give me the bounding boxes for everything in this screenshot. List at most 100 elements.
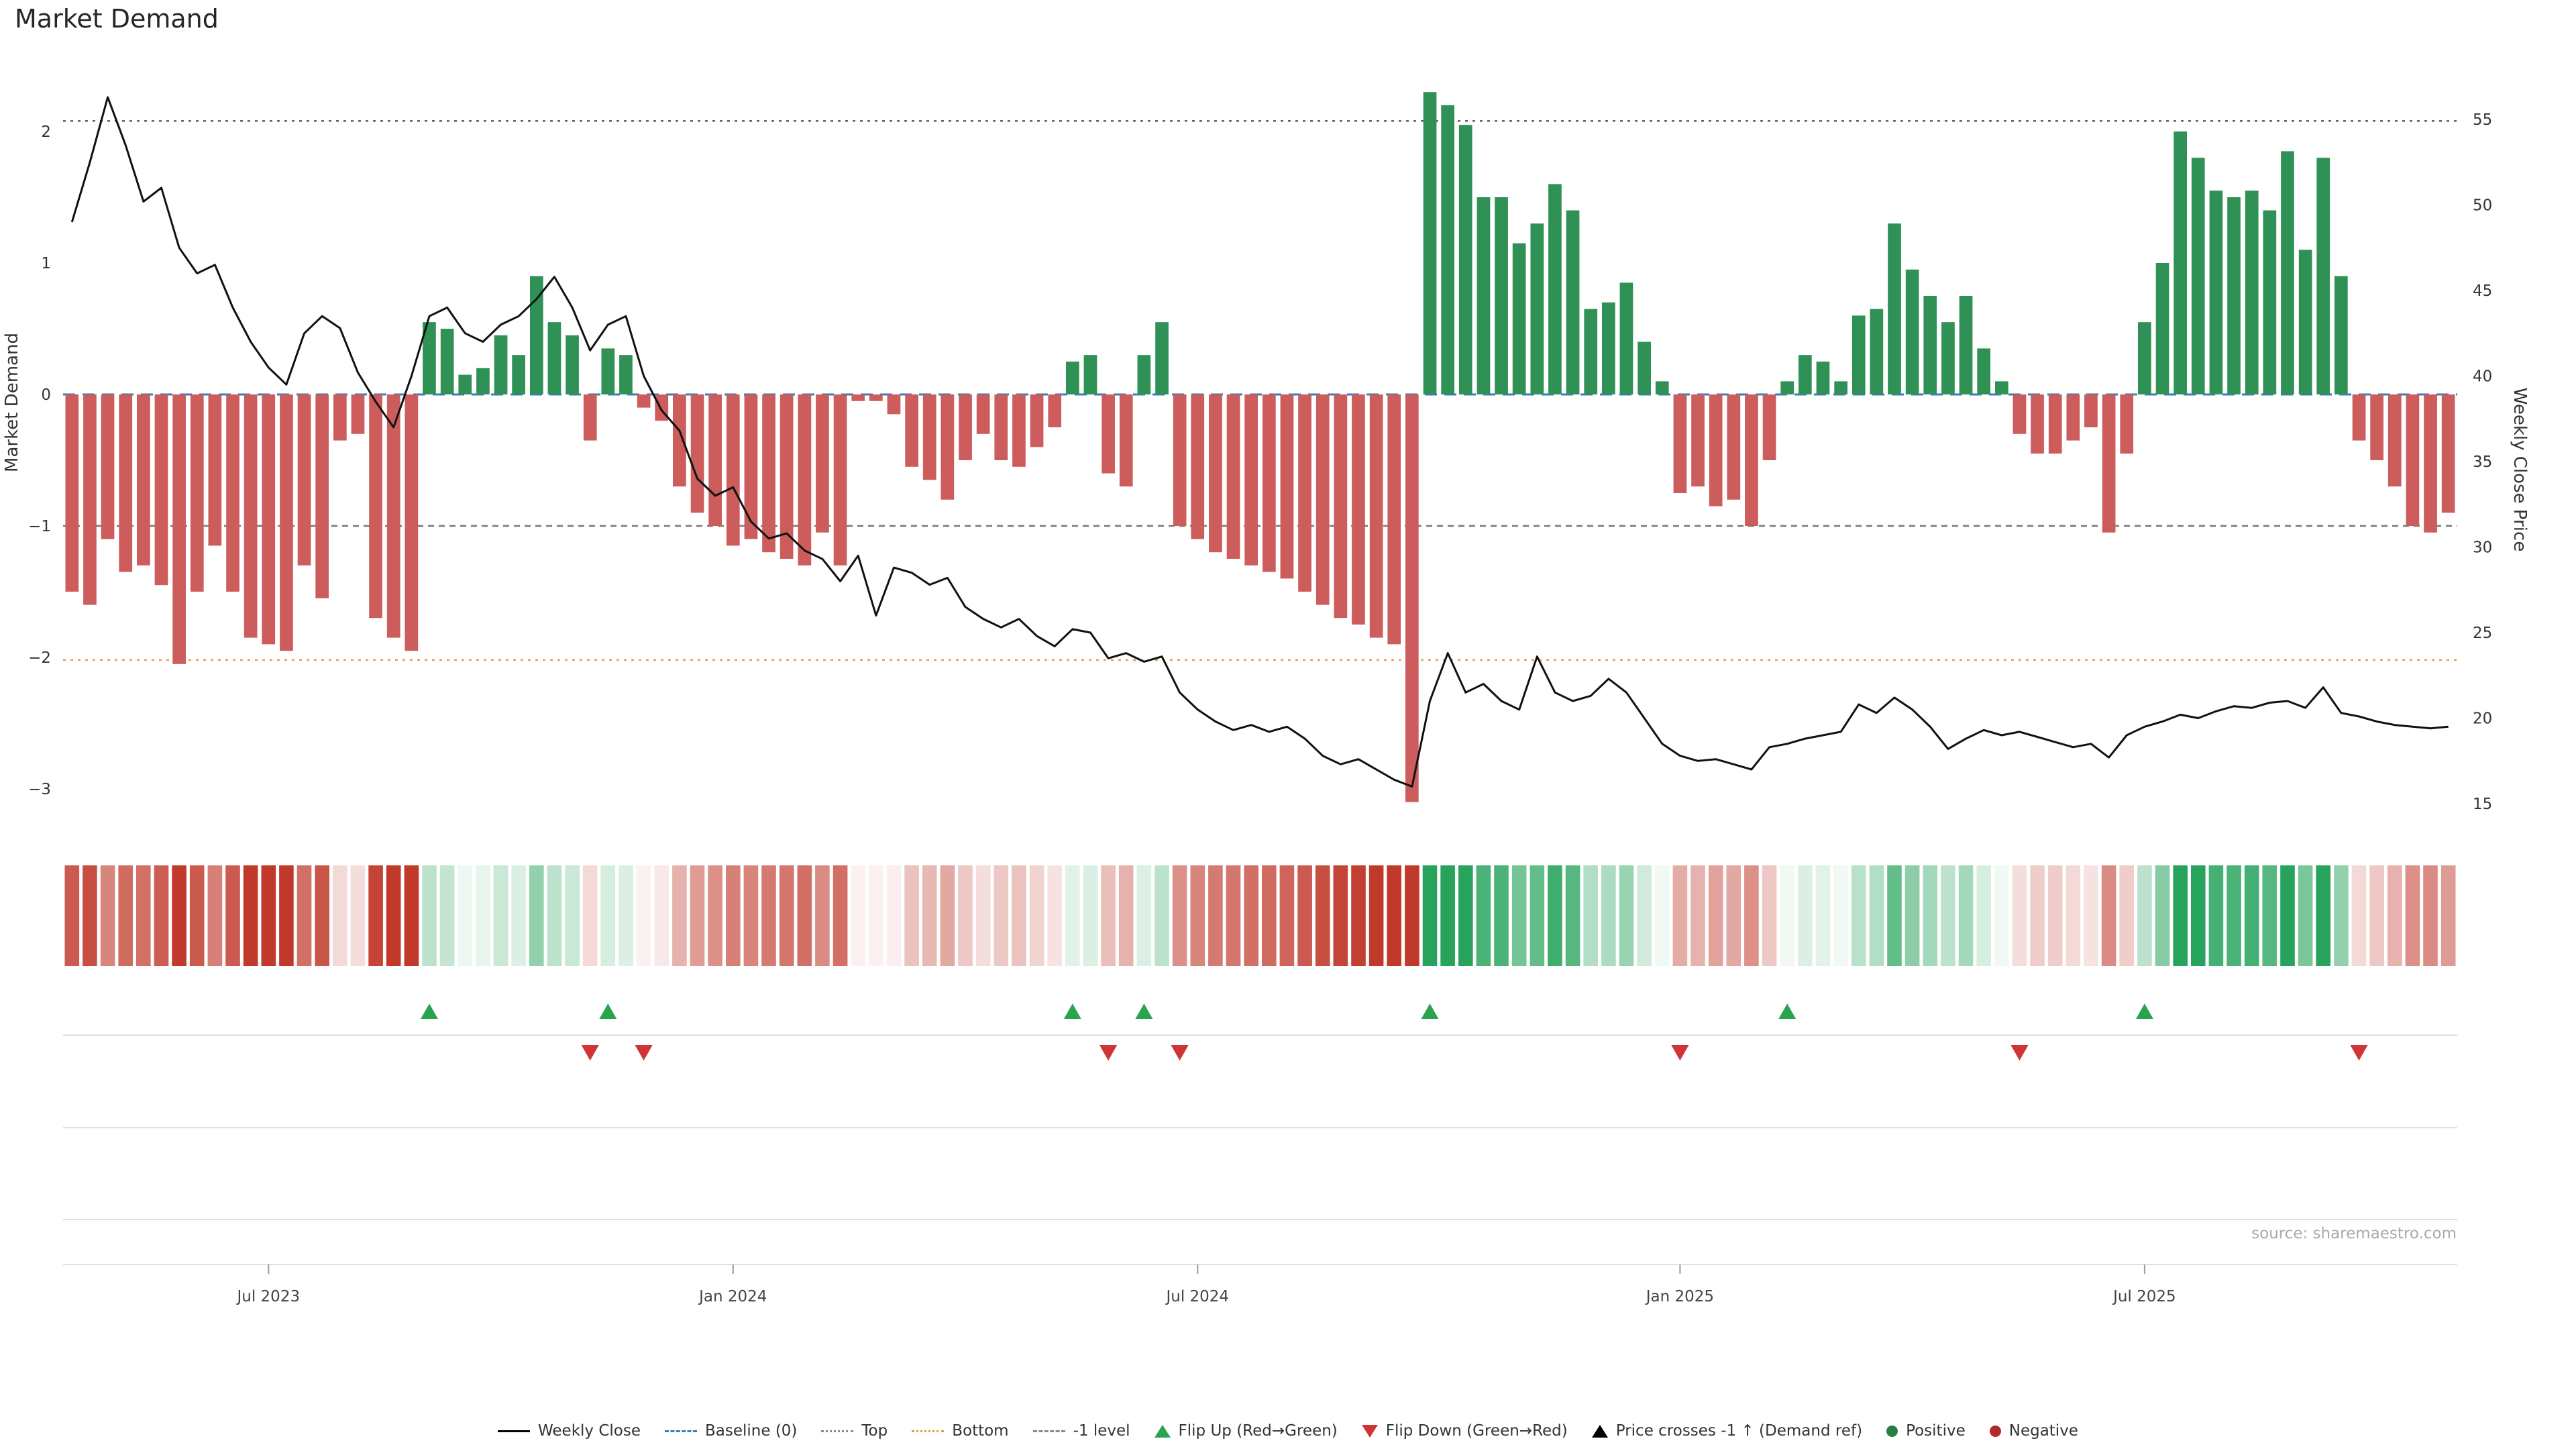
demand-bar xyxy=(1066,362,1079,394)
heatmap-cell xyxy=(315,865,329,966)
flip-up-marker xyxy=(1135,1004,1153,1019)
demand-bar xyxy=(154,394,168,586)
legend-item: Positive xyxy=(1886,1422,1966,1440)
demand-bar xyxy=(172,394,186,664)
flip-up-marker xyxy=(1421,1004,1439,1019)
right-axis-tick-label: 15 xyxy=(2473,796,2492,813)
demand-bar xyxy=(833,394,847,566)
right-axis-tick-label: 35 xyxy=(2473,453,2492,471)
demand-bar xyxy=(2441,394,2455,513)
demand-bar xyxy=(2120,394,2134,454)
chart-legend: Weekly Close Baseline (0) Top Bottom -1 leve… xyxy=(0,1422,2576,1440)
legend-item: Flip Up (Red→Green) xyxy=(1154,1422,1338,1440)
right-axis-tick-label: 20 xyxy=(2473,710,2492,728)
flip-down-marker xyxy=(1671,1045,1689,1061)
demand-bar xyxy=(619,355,633,394)
legend-item: Baseline (0) xyxy=(665,1422,797,1440)
demand-bar xyxy=(2191,158,2205,394)
demand-bar xyxy=(2155,263,2169,394)
flip-down-marker xyxy=(1099,1045,1118,1061)
demand-bar xyxy=(440,329,454,394)
right-axis-tick-label: 55 xyxy=(2473,111,2492,129)
heatmap-cell xyxy=(476,865,490,966)
demand-bar xyxy=(2048,394,2062,454)
heatmap-cell xyxy=(2280,865,2295,966)
heatmap-cell xyxy=(1226,865,1241,966)
demand-bar xyxy=(512,355,525,394)
demand-bar xyxy=(726,394,740,546)
x-axis-tick-label: Jul 2023 xyxy=(235,1288,300,1305)
legend-label: Price crosses -1 ↑ (Demand ref) xyxy=(1615,1422,1863,1440)
demand-bar xyxy=(905,394,918,467)
demand-bar xyxy=(244,394,258,638)
flip-up-marker xyxy=(1778,1004,1796,1019)
heatmap-cell xyxy=(958,865,973,966)
demand-bar xyxy=(922,394,936,480)
legend-item: -1 level xyxy=(1032,1422,1130,1440)
legend-label: Bottom xyxy=(952,1422,1009,1440)
heatmap-cell xyxy=(1208,865,1223,966)
demand-bar xyxy=(458,374,472,394)
demand-bar xyxy=(1352,394,1365,625)
heatmap-cell xyxy=(815,865,830,966)
heatmap-cell xyxy=(493,865,508,966)
legend-item: Weekly Close xyxy=(498,1422,641,1440)
demand-bar xyxy=(1762,394,1776,460)
flip-up-marker xyxy=(2135,1004,2153,1019)
demand-bar xyxy=(1780,381,1794,394)
demand-bar xyxy=(1030,394,1044,447)
heatmap-cell xyxy=(511,865,526,966)
heatmap-cell xyxy=(851,865,865,966)
demand-bar xyxy=(1834,381,1847,394)
heatmap-cell xyxy=(1815,865,1831,966)
demand-bar xyxy=(2406,394,2420,526)
right-axis-tick-label: 25 xyxy=(2473,625,2492,642)
demand-bar xyxy=(1280,394,1294,579)
heatmap-cell xyxy=(1012,865,1026,966)
heatmap-cell xyxy=(439,865,455,966)
left-axis-tick-label: 2 xyxy=(41,123,51,141)
heatmap-cell xyxy=(404,865,419,966)
heatmap-cell xyxy=(2244,865,2259,966)
line-swatch-icon xyxy=(665,1430,697,1432)
heatmap-cell xyxy=(1923,865,1938,966)
heatmap-cell xyxy=(2173,865,2188,966)
demand-bar xyxy=(994,394,1008,460)
demand-bar xyxy=(405,394,419,651)
demand-bar xyxy=(1619,282,1633,394)
demand-bar xyxy=(1102,394,1115,474)
heatmap-cell xyxy=(189,865,205,966)
line-swatch-icon xyxy=(912,1430,945,1432)
line-swatch-icon xyxy=(1032,1430,1065,1432)
heatmap-cell xyxy=(1583,865,1598,966)
legend-label: Flip Down (Green→Red) xyxy=(1385,1422,1568,1440)
demand-bar xyxy=(1263,394,1276,572)
demand-bar xyxy=(1851,315,1866,394)
demand-bar xyxy=(1495,197,1508,394)
heatmap-cell xyxy=(1869,865,1884,966)
flip-down-marker xyxy=(635,1045,653,1061)
demand-bar xyxy=(637,394,651,408)
heatmap-cell xyxy=(1994,865,2009,966)
demand-bar xyxy=(333,394,347,441)
demand-bar xyxy=(1530,223,1544,394)
demand-bar xyxy=(1995,381,2008,394)
demand-bar xyxy=(1512,243,1526,394)
demand-bar xyxy=(2084,394,2098,427)
heatmap-cell xyxy=(386,865,401,966)
demand-bar xyxy=(476,368,490,394)
demand-bar xyxy=(1191,394,1205,539)
demand-bar xyxy=(2298,250,2312,394)
heatmap-cell xyxy=(690,865,705,966)
heatmap-cell xyxy=(1690,865,1705,966)
heatmap-cell xyxy=(1851,865,1866,966)
heatmap-cell xyxy=(1511,865,1527,966)
demand-bar xyxy=(2245,191,2259,394)
demand-bar xyxy=(1423,92,1437,394)
demand-bar xyxy=(1655,381,1669,394)
heatmap-cell xyxy=(1548,865,1562,966)
flip-up-marker xyxy=(599,1004,617,1019)
demand-bar xyxy=(798,394,812,566)
heatmap-cell xyxy=(1083,865,1098,966)
demand-bar xyxy=(1173,394,1187,526)
